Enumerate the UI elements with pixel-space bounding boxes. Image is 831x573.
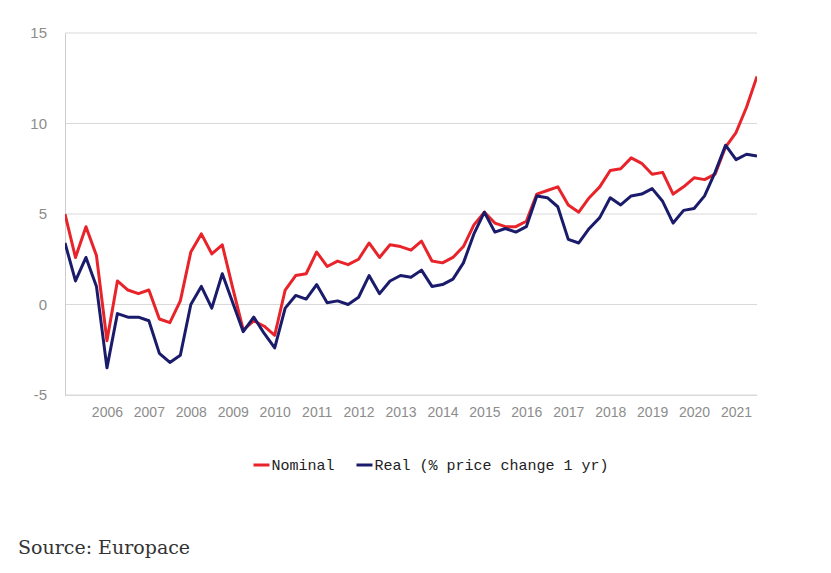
grid-line — [65, 214, 757, 215]
y-tick-label: 5 — [39, 205, 47, 222]
x-tick: 2011 — [302, 395, 332, 420]
x-tick: 2009 — [218, 395, 249, 420]
y-tick: 10 — [30, 115, 65, 132]
grid — [65, 33, 757, 395]
grid-line — [65, 304, 757, 305]
grid-line — [65, 33, 757, 34]
x-tick: 2010 — [260, 395, 291, 420]
x-tick: 2013 — [385, 395, 416, 420]
legend-label: Real (% price change 1 yr) — [374, 458, 608, 475]
x-tick-label: 2015 — [469, 404, 500, 420]
chart: -5 0 5 10 15 2006 2007 2008 2009 2010 2011 2012 2013… — [0, 0, 831, 573]
x-tick: 2021 — [721, 395, 752, 420]
x-tick-label: 2012 — [343, 404, 374, 420]
source: Source: Europace — [18, 536, 190, 558]
x-tick: 2018 — [595, 395, 626, 420]
y-tick-label: 10 — [30, 115, 47, 132]
x-tick-label: 2006 — [92, 404, 123, 420]
x-tick-label: 2021 — [721, 404, 752, 420]
x-tick: 2019 — [637, 395, 668, 420]
y-tick: 5 — [39, 205, 65, 222]
x-tick-label: 2009 — [218, 404, 249, 420]
y-tick: 15 — [30, 24, 65, 41]
x-tick-label: 2007 — [134, 404, 165, 420]
legend: Nominal Real (% price change 1 yr) — [253, 458, 608, 475]
y-axis: -5 0 5 10 15 — [30, 24, 65, 403]
x-tick-label: 2010 — [260, 404, 291, 420]
series-line — [65, 145, 757, 368]
x-tick: 2017 — [553, 395, 584, 420]
y-tick-label: 15 — [30, 24, 47, 41]
x-tick-label: 2018 — [595, 404, 626, 420]
x-tick: 2012 — [343, 395, 374, 420]
x-tick-label: 2013 — [385, 404, 416, 420]
plot-area — [65, 76, 757, 367]
x-tick: 2006 — [92, 395, 123, 420]
legend-swatch — [253, 464, 269, 467]
x-tick-label: 2008 — [176, 404, 207, 420]
x-tick: 2007 — [134, 395, 165, 420]
y-tick: 0 — [39, 296, 65, 313]
x-tick: 2014 — [427, 395, 458, 420]
y-tick-label: 0 — [39, 296, 47, 313]
series-line — [65, 76, 757, 340]
y-tick-label: -5 — [34, 386, 47, 403]
x-tick: 2015 — [469, 395, 500, 420]
y-tick: -5 — [34, 386, 65, 403]
x-tick-label: 2019 — [637, 404, 668, 420]
x-tick-label: 2014 — [427, 404, 458, 420]
x-tick-label: 2017 — [553, 404, 584, 420]
legend-label: Nominal — [271, 458, 334, 475]
x-tick: 2020 — [679, 395, 710, 420]
x-tick-label: 2016 — [511, 404, 542, 420]
x-axis-line — [66, 395, 758, 396]
x-tick-label: 2011 — [302, 404, 332, 420]
x-axis: 2006 2007 2008 2009 2010 2011 2012 2013 2014 2015… — [66, 395, 758, 420]
x-tick: 2016 — [511, 395, 542, 420]
legend-item: Nominal — [253, 458, 334, 475]
legend-item: Real (% price change 1 yr) — [356, 458, 608, 475]
grid-line — [65, 123, 757, 124]
legend-swatch — [356, 464, 372, 467]
x-tick: 2008 — [176, 395, 207, 420]
x-tick-label: 2020 — [679, 404, 710, 420]
grid-line — [65, 395, 757, 396]
